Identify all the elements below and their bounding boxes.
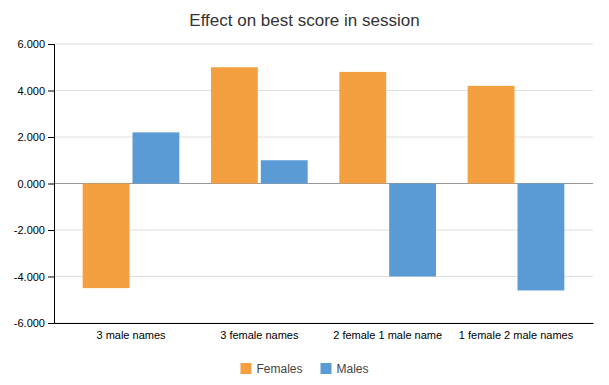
legend-label: Females bbox=[256, 362, 302, 376]
tick: -4.000 bbox=[14, 271, 54, 283]
bar bbox=[83, 184, 130, 289]
legend: Females Males bbox=[240, 362, 368, 376]
tick: 3 female names bbox=[220, 323, 299, 341]
bar bbox=[389, 184, 436, 277]
tick-label: -6.000 bbox=[14, 317, 45, 329]
grid-line bbox=[54, 230, 593, 231]
tick: 3 male names bbox=[96, 323, 166, 341]
tick: 4.000 bbox=[17, 85, 54, 97]
legend-item: Females bbox=[240, 362, 302, 376]
tick-label: -4.000 bbox=[14, 271, 45, 283]
tick-label: 6.000 bbox=[17, 38, 45, 50]
grid-line bbox=[54, 323, 593, 324]
tick-label: 2 female 1 male name bbox=[333, 329, 442, 341]
legend-swatch bbox=[240, 363, 251, 374]
axis-line bbox=[48, 45, 55, 324]
legend-label: Males bbox=[337, 362, 369, 376]
grid-line bbox=[54, 276, 593, 277]
tick-label: 3 female names bbox=[220, 329, 299, 341]
tick-label: 2.000 bbox=[17, 131, 45, 143]
tick: -6.000 bbox=[14, 317, 54, 329]
bar bbox=[261, 160, 308, 183]
grid bbox=[54, 44, 593, 323]
bar bbox=[468, 86, 515, 184]
tick-mark bbox=[48, 137, 54, 138]
bar bbox=[339, 72, 386, 184]
tick: 1 female 2 male names bbox=[459, 323, 574, 341]
tick-mark bbox=[48, 323, 54, 324]
bar bbox=[211, 67, 258, 183]
tick-mark bbox=[48, 277, 54, 278]
y-axis: -6.000 -4.000 -2.000 0.000 2.000 4.000 6.000 bbox=[14, 38, 55, 329]
legend-item: Males bbox=[321, 362, 369, 376]
tick: 2 female 1 male name bbox=[333, 323, 442, 341]
tick-mark bbox=[48, 44, 54, 45]
tick: 2.000 bbox=[17, 131, 54, 143]
tick-label: 0.000 bbox=[17, 178, 45, 190]
tick-label: -2.000 bbox=[14, 224, 45, 236]
series bbox=[83, 67, 515, 288]
bar bbox=[517, 184, 564, 291]
tick-mark bbox=[48, 184, 54, 185]
tick: -2.000 bbox=[14, 224, 54, 236]
x-axis: 3 male names 3 female names 2 female 1 mal… bbox=[55, 323, 594, 341]
bar bbox=[132, 132, 179, 183]
legend-swatch bbox=[321, 363, 332, 374]
tick-mark bbox=[48, 91, 54, 92]
plot: -6.000 -4.000 -2.000 0.000 2.000 4.000 6.000 3 … bbox=[14, 38, 594, 341]
tick-label: 3 male names bbox=[96, 329, 166, 341]
tick-label: 1 female 2 male names bbox=[459, 329, 574, 341]
tick: 0.000 bbox=[17, 178, 54, 190]
grid-line bbox=[54, 44, 593, 45]
bars bbox=[83, 67, 565, 290]
tick-label: 4.000 bbox=[17, 85, 45, 97]
series bbox=[132, 132, 564, 290]
chart: Effect on best score in session -6.000 -4.… bbox=[0, 0, 609, 385]
tick: 6.000 bbox=[17, 38, 54, 50]
title: Effect on best score in session bbox=[189, 11, 419, 30]
tick-mark bbox=[48, 230, 54, 231]
axis-line bbox=[55, 323, 594, 324]
